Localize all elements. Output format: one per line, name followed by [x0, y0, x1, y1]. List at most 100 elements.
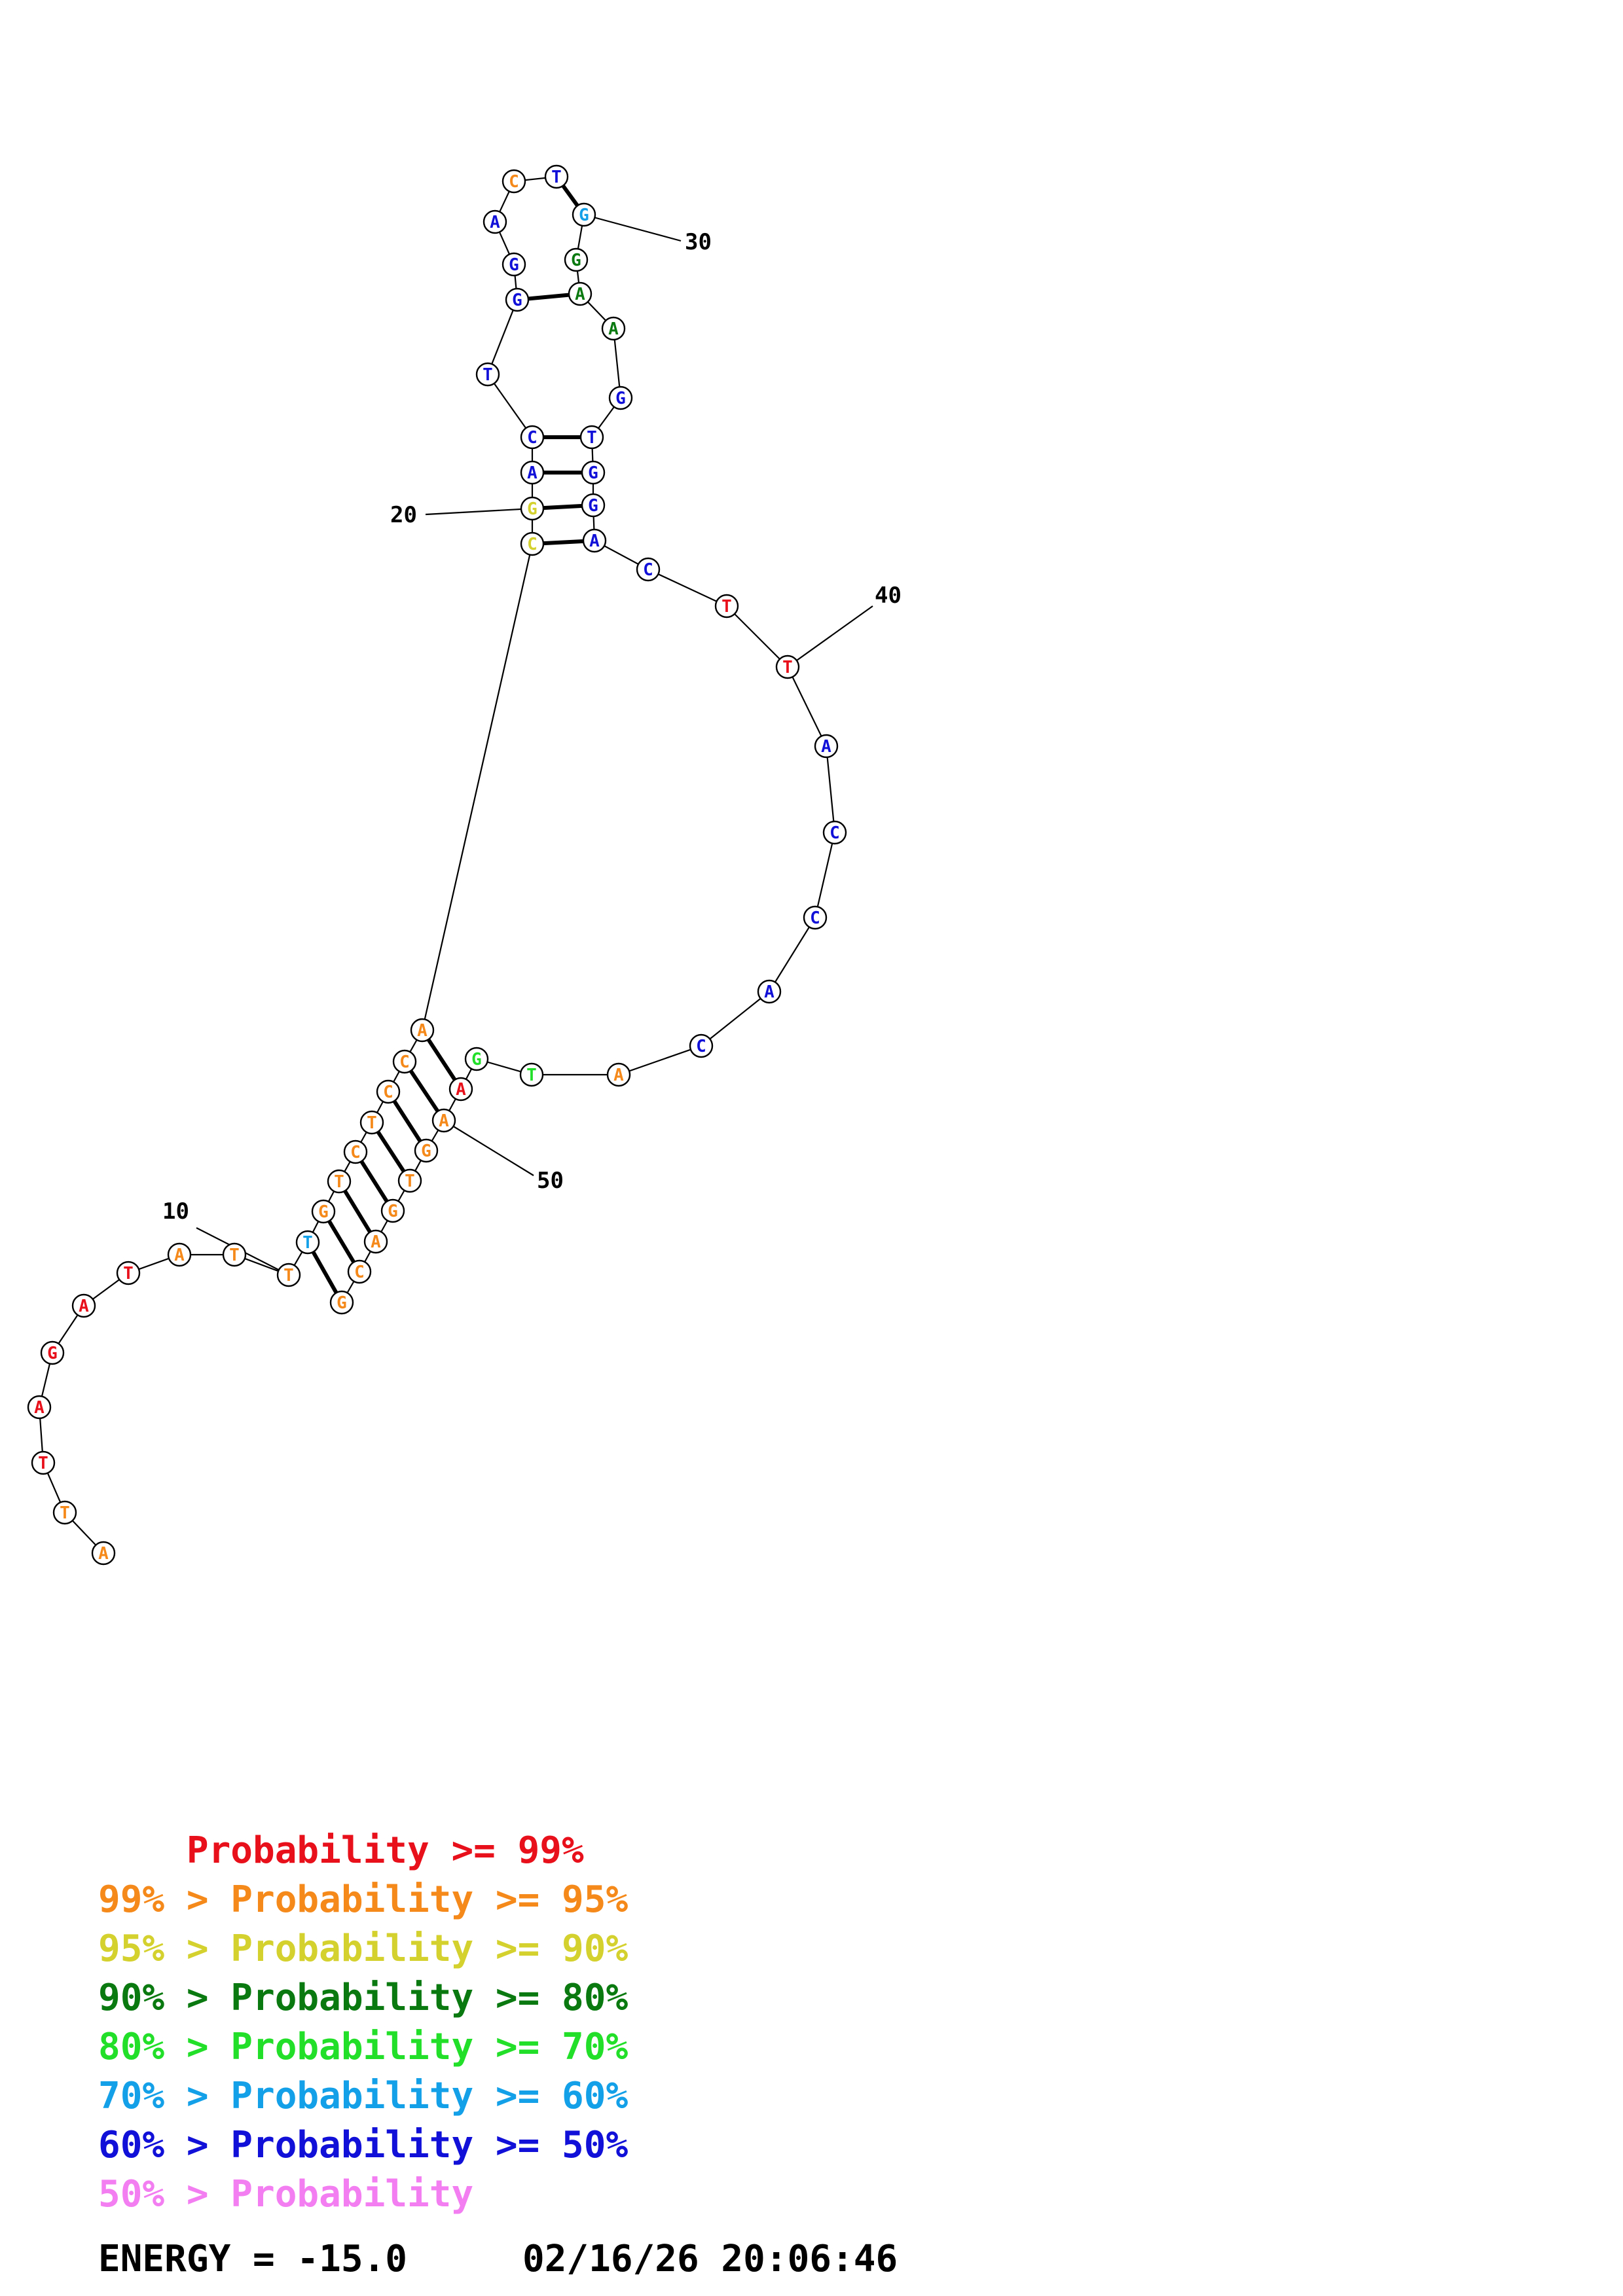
- nucleotide: A: [483, 209, 507, 234]
- nucleotide: A: [27, 1395, 52, 1420]
- nucleotide-letter: A: [613, 1066, 624, 1085]
- nucleotide: G: [564, 247, 589, 272]
- nucleotide: T: [31, 1450, 56, 1475]
- nucleotide-circle: [814, 734, 839, 759]
- nucleotide: T: [116, 1261, 141, 1285]
- nucleotide: G: [572, 202, 596, 227]
- nucleotide-letter: T: [551, 168, 562, 187]
- position-tick: [787, 605, 873, 668]
- nucleotide: C: [343, 1139, 368, 1164]
- nucleotide-letter: C: [399, 1052, 410, 1072]
- nucleotide: T: [519, 1062, 544, 1087]
- position-ticks: 10 20 30 40 50: [162, 213, 902, 1276]
- nucleotide-circle: [689, 1033, 714, 1058]
- nucleotide-letter: A: [821, 737, 831, 757]
- nucleotide-letter: A: [608, 319, 619, 339]
- backbone-line: [38, 175, 836, 1554]
- position-tick: [583, 213, 682, 242]
- position-label: 30: [685, 229, 712, 255]
- nucleotide-letter: G: [337, 1293, 347, 1313]
- nucleotide-circle: [295, 1230, 320, 1255]
- nucleotide-letter: A: [174, 1246, 185, 1265]
- nucleotide: T: [327, 1169, 352, 1194]
- position-label: 50: [537, 1168, 564, 1194]
- nucleotide-circle: [91, 1541, 116, 1566]
- nucleotide-letter: A: [439, 1111, 449, 1131]
- nucleotide: C: [822, 820, 847, 845]
- nucleotide: A: [814, 734, 839, 759]
- nucleotide-letter: C: [643, 560, 653, 580]
- nucleotide-letter: T: [283, 1266, 294, 1285]
- nucleotide-letter: T: [302, 1233, 313, 1253]
- legend-entry: 50% > Probability: [98, 2173, 473, 2215]
- nucleotide-circle: [483, 209, 507, 234]
- nucleotide-letter: A: [764, 982, 775, 1002]
- nucleotide: C: [520, 531, 545, 556]
- nucleotide-circle: [501, 252, 526, 277]
- backbone: [38, 175, 836, 1554]
- nucleotide-letter: C: [354, 1263, 365, 1282]
- nucleotide-circle: [520, 460, 545, 485]
- nucleotide-circle: [581, 460, 606, 485]
- nucleotide-circle: [775, 655, 800, 679]
- nucleotide-circle: [579, 425, 604, 450]
- nucleotide: G: [581, 493, 606, 518]
- nucleotide-letter: G: [615, 389, 626, 408]
- nucleotide: C: [803, 905, 828, 930]
- legend-entry: Probability >= 99%: [98, 1829, 584, 1872]
- nucleotide: A: [431, 1108, 456, 1133]
- nucleotide-circle: [520, 531, 545, 556]
- legend-entry: 60% > Probability >= 50%: [98, 2124, 628, 2166]
- nucleotide-letter: C: [509, 172, 519, 192]
- nucleotide-letter: T: [526, 1066, 537, 1085]
- nucleotide: G: [501, 252, 526, 277]
- nucleotide-letter: A: [34, 1398, 45, 1418]
- nucleotide-circle: [564, 247, 589, 272]
- nucleotide-letter: T: [405, 1172, 415, 1191]
- nucleotide: T: [397, 1168, 422, 1193]
- nucleotide-letter: G: [47, 1344, 58, 1363]
- nucleotide: A: [167, 1242, 192, 1267]
- nucleotide-circle: [803, 905, 828, 930]
- nucleotide-circle: [505, 287, 530, 312]
- nucleotide-letter: T: [334, 1172, 344, 1192]
- nucleotide-circle: [520, 496, 545, 521]
- nucleotide: A: [448, 1077, 473, 1102]
- position-tick: [443, 1120, 534, 1176]
- nucleotide-letter: A: [417, 1021, 428, 1041]
- nucleotide-letter: C: [810, 908, 820, 928]
- nucleotide: G: [505, 287, 530, 312]
- nucleotide-circle: [380, 1198, 405, 1223]
- nucleotide-letter: G: [571, 251, 581, 270]
- nucleotide-letter: C: [830, 823, 840, 843]
- nucleotide-circle: [347, 1259, 372, 1284]
- nucleotide: A: [606, 1062, 631, 1087]
- nucleotide-letter: G: [509, 255, 519, 275]
- nucleotide-letter: T: [60, 1503, 70, 1523]
- nucleotide-letter: G: [318, 1202, 329, 1222]
- nucleotide: T: [714, 594, 739, 619]
- nucleotide-letter: G: [421, 1141, 431, 1161]
- nucleotide-letter: A: [371, 1232, 381, 1252]
- nucleotide-letter: A: [79, 1297, 89, 1316]
- nucleotide-letter: A: [589, 531, 600, 551]
- nucleotide-circle: [822, 820, 847, 845]
- nucleotide-circle: [606, 1062, 631, 1087]
- nucleotide-letter: C: [527, 428, 538, 448]
- nucleotide-circle: [601, 316, 626, 341]
- nucleotide-circle: [572, 202, 596, 227]
- nucleotide-letter: G: [579, 206, 589, 225]
- nucleotide-circle: [448, 1077, 473, 1102]
- nucleotide-circle: [359, 1110, 384, 1135]
- nucleotide: G: [380, 1198, 405, 1223]
- nucleotide-circle: [714, 594, 739, 619]
- nucleotide-letter: G: [588, 496, 598, 516]
- legend-entry: 95% > Probability >= 90%: [98, 1928, 628, 1970]
- nucleotide-circle: [376, 1079, 401, 1104]
- nucleotide: T: [222, 1242, 247, 1267]
- nucleotide: T: [276, 1263, 301, 1287]
- nucleotide-letter: T: [229, 1246, 240, 1265]
- nucleotide-circle: [581, 493, 606, 518]
- nucleotide: G: [464, 1047, 489, 1071]
